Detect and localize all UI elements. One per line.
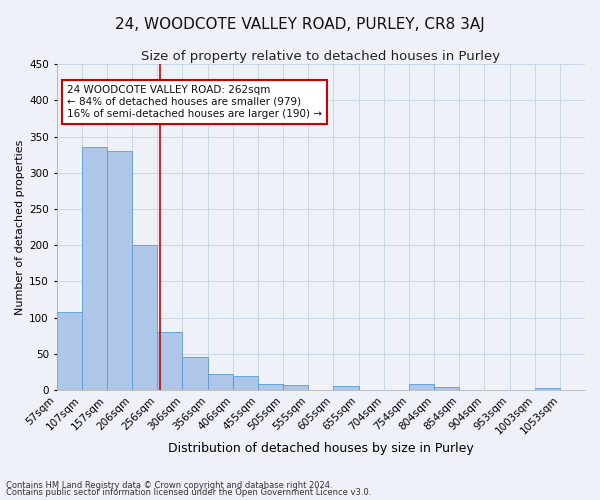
Bar [233, 376, 258, 390]
Bar [334, 386, 359, 390]
Bar [434, 386, 459, 390]
Bar [208, 374, 233, 390]
Bar [82, 148, 107, 390]
Bar [535, 388, 560, 390]
Y-axis label: Number of detached properties: Number of detached properties [15, 140, 25, 315]
Bar [132, 246, 157, 390]
Text: 24 WOODCOTE VALLEY ROAD: 262sqm
← 84% of detached houses are smaller (979)
16% o: 24 WOODCOTE VALLEY ROAD: 262sqm ← 84% of… [67, 86, 322, 118]
Bar [409, 384, 434, 390]
Bar [56, 312, 82, 390]
Bar [283, 385, 308, 390]
X-axis label: Distribution of detached houses by size in Purley: Distribution of detached houses by size … [168, 442, 473, 455]
Bar [258, 384, 283, 390]
Bar [157, 332, 182, 390]
Text: 24, WOODCOTE VALLEY ROAD, PURLEY, CR8 3AJ: 24, WOODCOTE VALLEY ROAD, PURLEY, CR8 3A… [115, 18, 485, 32]
Text: Contains public sector information licensed under the Open Government Licence v3: Contains public sector information licen… [6, 488, 371, 497]
Text: Contains HM Land Registry data © Crown copyright and database right 2024.: Contains HM Land Registry data © Crown c… [6, 480, 332, 490]
Bar [182, 357, 208, 390]
Title: Size of property relative to detached houses in Purley: Size of property relative to detached ho… [141, 50, 500, 63]
Bar [107, 151, 132, 390]
